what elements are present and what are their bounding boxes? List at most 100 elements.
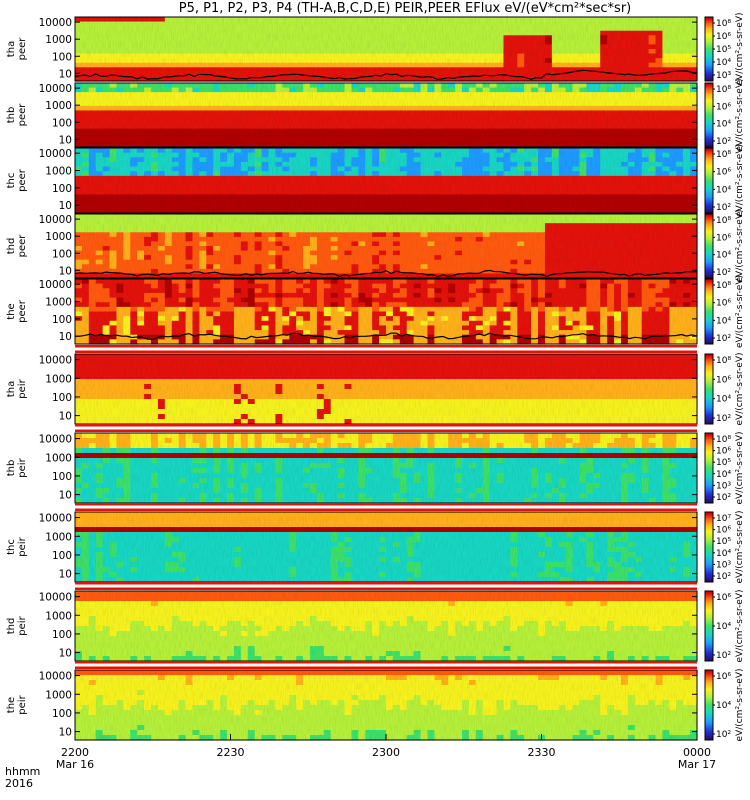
panel-species-label: peir	[17, 536, 28, 556]
colorbar-tick-label: 10³	[716, 560, 731, 570]
colorbar-tick-label: 10⁴	[716, 701, 731, 711]
y-tick-label: 1000	[45, 452, 72, 464]
colorbar-tick-label: 10⁶	[716, 526, 731, 536]
y-tick-label: 100	[52, 117, 72, 129]
y-tick-label: 10	[59, 411, 72, 423]
fill-gap-band	[75, 426, 697, 430]
panel-probe-label: tha	[6, 381, 17, 397]
panel-probe-label: thb	[6, 460, 17, 477]
colorbar-unit-label: eV/(cm²-s-sr-eV)	[735, 275, 745, 348]
x-tick-time-label: 2330	[528, 746, 556, 759]
y-tick-label: 100	[52, 248, 72, 260]
spectrogram-panel-thc-peer: 10000 1000 100 10 thc peer 10⁸ 10⁶ 10⁴ 10² eV/(cm²…	[6, 144, 745, 217]
colorbar-tick-label: 10⁵	[716, 45, 731, 55]
colorbar	[704, 82, 714, 148]
colorbar-tick-label: 10⁴	[716, 395, 731, 405]
noise-texture	[75, 17, 697, 81]
panel-frame	[74, 16, 698, 82]
panel-species-label: peir	[17, 694, 28, 714]
colorbar-tick-label: 10³	[716, 71, 731, 81]
panel-probe-label: the	[6, 697, 17, 713]
spectrogram-panel-tha-peer: 10000 1000 100 10 tha peer 10⁸ 10⁶ 10⁵ 10⁴ 10³ eV/(…	[6, 12, 745, 85]
panel-probe-label: thd	[6, 618, 17, 635]
colorbar-tick-label: 10⁸	[716, 356, 731, 366]
colorbar-tick-label: 10⁷	[716, 514, 731, 524]
colorbar-tick-label: 10²	[716, 572, 731, 582]
hhmm-label: hhmm	[5, 765, 41, 778]
y-tick-label: 10	[59, 648, 72, 660]
y-tick-label: 10	[59, 265, 72, 277]
y-tick-label: 10	[59, 490, 72, 502]
panel-species-label: peer	[17, 299, 28, 323]
noise-texture	[75, 591, 697, 661]
panel-probe-label: thc	[6, 539, 17, 555]
y-tick-label: 100	[52, 550, 72, 562]
y-tick-label: 1000	[45, 34, 72, 46]
panel-frame	[74, 278, 698, 345]
noise-texture	[75, 214, 697, 278]
noise-texture	[75, 433, 697, 503]
noise-texture	[75, 354, 697, 424]
noise-texture	[75, 83, 697, 147]
y-tick-label: 100	[52, 629, 72, 641]
y-tick-label: 1000	[45, 100, 72, 112]
panel-probe-label: thc	[6, 173, 17, 189]
spectrogram-panel-the-peir: 10000 1000 100 10 the peir 10⁶ 10⁴ 10² eV/(cm²-s-…	[6, 661, 745, 742]
colorbar-tick-label: 10⁸	[716, 150, 731, 160]
x-tick-date-label: Mar 17	[678, 758, 716, 771]
colorbar-tick-label: 10⁶	[716, 102, 731, 112]
colorbar-tick-label: 10⁶	[716, 593, 731, 603]
y-tick-label: 10000	[39, 513, 72, 525]
colorbar-tick-label: 10⁸	[716, 216, 731, 226]
colorbar-tick-label: 10⁶	[716, 672, 731, 682]
colorbar-tick-label: 10⁴	[716, 470, 731, 480]
fill-gap-band	[75, 663, 697, 667]
colorbar-tick-label: 10²	[716, 651, 731, 661]
colorbar-unit-label: eV/(cm²-s-sr-eV)	[735, 12, 745, 85]
colorbar-tick-label: 10⁶	[716, 447, 731, 457]
y-tick-label: 10000	[39, 671, 72, 683]
spacecraft-potential-line	[74, 332, 698, 340]
colorbar-tick-label: 10⁴	[716, 185, 731, 195]
y-tick-label: 10000	[39, 279, 72, 291]
colorbar-tick-label: 10²	[716, 137, 731, 147]
y-tick-label: 10	[59, 727, 72, 739]
spectrogram-panel-the-peer: 10000 1000 100 10 the peer 10⁸ 10⁶ 10⁴ 10² eV/(cm²…	[6, 275, 745, 348]
panel-probe-label: tha	[6, 41, 17, 57]
y-tick-label: 10000	[39, 592, 72, 604]
colorbar-tick-label: 10⁸	[716, 19, 731, 29]
colorbar-tick-label: 10⁴	[716, 58, 731, 68]
colorbar-tick-label: 10²	[716, 493, 731, 503]
y-tick-label: 100	[52, 471, 72, 483]
colorbar-tick-label: 10⁸	[716, 435, 731, 445]
colorbar-tick-label: 10²	[716, 414, 731, 424]
panel-probe-label: thd	[6, 238, 17, 255]
fill-gap-band	[75, 347, 697, 351]
spectrogram-panel-thd-peir: 10000 1000 100 10 thd peir 10⁶ 10⁴ 10² eV/(cm²-s-…	[6, 582, 745, 663]
y-tick-label: 1000	[45, 689, 72, 701]
y-tick-label: 100	[52, 314, 72, 326]
y-tick-label: 10	[59, 569, 72, 581]
x-tick-time-label: 2300	[372, 746, 400, 759]
colorbar-tick-label: 10⁶	[716, 233, 731, 243]
colorbar-unit-label: eV/(cm²-s-sr-eV)	[735, 78, 745, 151]
colorbar	[704, 669, 714, 741]
colorbar-tick-label: 10⁵	[716, 458, 731, 468]
spectrogram-panel-tha-peir: 10000 1000 100 10 tha peir 10⁸ 10⁶ 10⁴ 10² eV/(cm²…	[6, 345, 745, 426]
noise-texture	[75, 148, 697, 213]
colorbar-tick-label: 10⁴	[716, 120, 731, 130]
panel-species-label: peer	[17, 234, 28, 258]
y-tick-label: 100	[52, 183, 72, 195]
noise-texture	[75, 512, 697, 582]
noise-texture	[75, 670, 697, 740]
colorbar-tick-label: 10⁴	[716, 549, 731, 559]
colorbar-tick-label: 10⁶	[716, 375, 731, 385]
x-tick-date-label: Mar 16	[56, 758, 94, 771]
y-tick-label: 1000	[45, 297, 72, 309]
colorbar	[704, 511, 714, 583]
colorbar	[704, 353, 714, 425]
y-tick-label: 10	[59, 134, 72, 146]
colorbar-tick-label: 10³	[716, 481, 731, 491]
